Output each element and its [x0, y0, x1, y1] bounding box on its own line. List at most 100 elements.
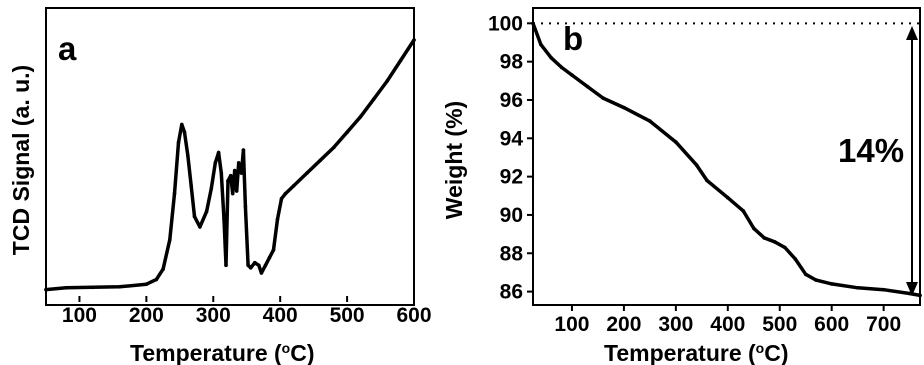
- panel-b-x-ticks: 100 200 300 400 500 600 700: [554, 305, 901, 336]
- panel-b-data-point: [783, 245, 787, 250]
- panel-a-x-tick-label: 300: [196, 304, 231, 327]
- panel-a-data-point: [189, 184, 193, 188]
- panel-b-data-point: [855, 286, 860, 290]
- panel-a-data-point: [91, 285, 95, 290]
- panel-a-data-point: [192, 214, 197, 219]
- panel-a-data-point: [224, 263, 228, 268]
- panel-a-data-point: [204, 209, 209, 214]
- panel-b-data-point: [694, 163, 699, 167]
- panel-a-data-point: [216, 150, 221, 155]
- panel-a-data-point: [275, 217, 280, 221]
- panel-a-data-point: [154, 277, 159, 282]
- panel-a-data-point: [161, 267, 165, 271]
- panel-a-data-point: [168, 237, 172, 242]
- panel-b-data-point: [570, 73, 574, 77]
- panel-b-marks: [531, 21, 922, 298]
- panel-b-frame: [532, 7, 921, 306]
- panel-b-data-point: [705, 178, 709, 183]
- panel-b-x-axis-label: Temperature (oC): [604, 340, 789, 365]
- panel-a-data-point: [248, 266, 253, 270]
- panel-b-data-point: [881, 287, 886, 292]
- panel-b-weight-loss-arrow: [906, 26, 918, 296]
- panel-a-data-point: [172, 191, 177, 196]
- panel-b-data-point: [762, 236, 766, 240]
- panel-a-data-point: [236, 161, 241, 165]
- panel-a-data-point: [385, 79, 390, 83]
- panel-a-data-point: [291, 184, 296, 188]
- panel-b-y-tick-label: 92: [500, 166, 523, 189]
- panel-a-data-point: [331, 145, 336, 150]
- panel-b-x-tick-label: 700: [866, 313, 901, 336]
- panel-b-data-point: [622, 105, 626, 110]
- panel-b-data-point: [549, 56, 553, 60]
- panel-b-data-point: [803, 272, 808, 277]
- panel-a-data-point: [198, 225, 202, 229]
- panel-a-data-point: [243, 204, 248, 209]
- panel-a-data-point: [263, 263, 268, 268]
- panel-a-y-axis-label: TCD Signal (a. u.): [8, 65, 34, 255]
- panel-a-data-point: [209, 186, 214, 191]
- panel-b-data-point: [601, 96, 605, 100]
- panel-a-data-point: [176, 140, 181, 145]
- panel-a-marks: [44, 38, 416, 292]
- panel-a-data-point: [230, 191, 235, 196]
- panel-b-data-point: [648, 119, 652, 123]
- panel-a-data-point: [180, 122, 184, 127]
- panel-a-data-point: [144, 282, 149, 287]
- panel-a-data-point: [372, 97, 376, 101]
- panel-b-x-axis-label-sup: o: [756, 340, 765, 356]
- panel-a-x-tick-label: 600: [396, 304, 431, 327]
- panel-b-x-tick-label: 600: [814, 313, 849, 336]
- panel-a-label: a: [58, 30, 77, 67]
- panel-b-y-tick-label: 90: [500, 204, 523, 227]
- panel-a-data-point: [239, 171, 244, 175]
- panel-a-data-point: [345, 130, 349, 134]
- panel-a-data-point: [228, 173, 233, 178]
- panel-a-data-point: [246, 263, 250, 268]
- panel-a-series-line: [44, 38, 416, 292]
- panel-a-data-point: [234, 189, 239, 193]
- panel-a-data-point: [412, 38, 416, 42]
- panel-a-data-point: [358, 115, 363, 119]
- panel-b-y-tick-label: 100: [488, 12, 523, 35]
- panel-b-y-axis-label: Weight (%): [441, 101, 467, 219]
- panel-a-data-point: [318, 158, 323, 163]
- panel-a-x-tick-label: 100: [62, 304, 97, 327]
- panel-a-data-point: [267, 255, 272, 260]
- panel-a-data-point: [305, 171, 309, 175]
- panel-b-y-tick-label: 94: [500, 127, 524, 150]
- panel-b-data-point: [674, 140, 678, 144]
- panel-b-x-tick-label: 400: [710, 313, 745, 336]
- panel-a-data-point: [259, 271, 264, 275]
- panel-a-data-point: [283, 191, 288, 196]
- panel-b-data-point: [752, 226, 756, 231]
- panel-a-x-axis-label: Temperature (oC): [130, 340, 315, 365]
- panel-b-annotation: 14%: [838, 132, 904, 169]
- panel-b: 100 200 300 400 500 600 700 86 88 90 92 94 96 98 100 …: [441, 7, 922, 365]
- panel-b-y-tick-label: 86: [500, 281, 523, 304]
- panel-a: 100 200 300 400 500 600 a TCD Signal (a. u.) …: [8, 7, 432, 365]
- panel-b-y-tick-label: 88: [500, 242, 524, 265]
- panel-b-label: b: [563, 20, 583, 57]
- panel-a-data-point: [213, 161, 218, 165]
- panel-a-frame: [45, 7, 415, 306]
- panel-b-y-ticks: 86 88 90 92 94 96 98 100: [488, 12, 533, 304]
- panel-a-data-point: [182, 130, 187, 134]
- panel-a-x-axis-label-sup: o: [282, 340, 291, 356]
- panel-b-y-tick-label: 98: [500, 51, 524, 74]
- panel-b-data-point: [907, 291, 912, 296]
- panel-b-data-point: [772, 240, 777, 244]
- panel-b-x-tick-label: 100: [554, 313, 589, 336]
- panel-b-x-tick-label: 300: [658, 313, 693, 336]
- panel-a-data-point: [44, 287, 48, 292]
- panel-b-x-axis-label-unit: C): [764, 340, 788, 365]
- panel-a-x-tick-label: 400: [263, 304, 298, 327]
- panel-b-data-point: [559, 65, 564, 70]
- panel-a-data-point: [271, 248, 276, 252]
- panel-a-data-point: [222, 217, 226, 221]
- panel-a-data-point: [186, 153, 190, 157]
- panel-a-data-point: [279, 196, 284, 201]
- panel-b-data-point: [793, 257, 798, 261]
- panel-a-data-point: [64, 286, 68, 290]
